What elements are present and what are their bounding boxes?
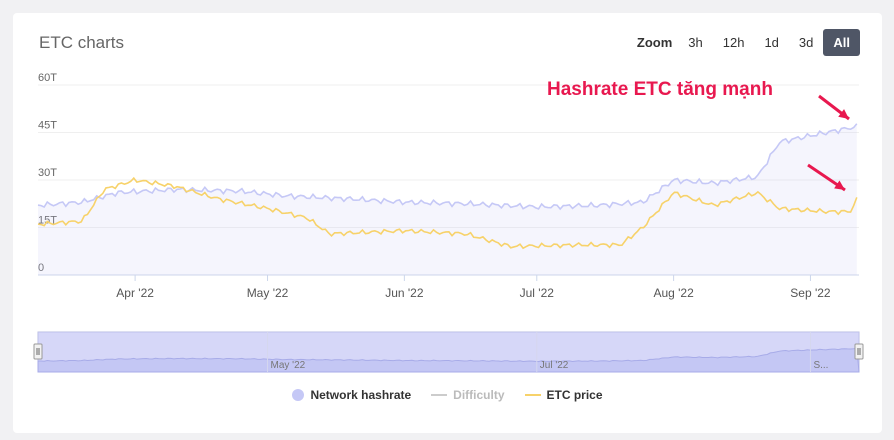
legend-hashrate-label: Network hashrate	[310, 388, 412, 402]
legend-etc-price[interactable]: ETC price	[524, 388, 603, 402]
navigator-series	[37, 347, 860, 373]
zoom-all-button[interactable]: All	[823, 29, 860, 56]
legend-network-hashrate[interactable]: Network hashrate	[292, 388, 411, 402]
zoom-3h-button[interactable]: 3h	[688, 35, 703, 50]
y-tick-label: 60T	[38, 72, 57, 84]
annotation-arrow-price-head	[834, 180, 845, 190]
legend-difficulty[interactable]: Difficulty	[431, 388, 505, 402]
zoom-1d-button[interactable]: 1d	[764, 35, 779, 50]
legend-price-label: ETC price	[546, 388, 603, 402]
navigator-handle-right[interactable]	[854, 343, 864, 360]
chart-title: ETC charts	[39, 33, 125, 52]
zoom-3d-button[interactable]: 3d	[798, 35, 814, 50]
x-tick-label: Aug '22	[653, 286, 694, 300]
zoom-12h-button[interactable]: 12h	[722, 35, 745, 50]
annotation-text: Hashrate ETC tăng mạnh	[547, 79, 773, 100]
chart-card: ETC charts Zoom 3h 12h 1d 3d All 0 15T 30T…	[13, 13, 882, 433]
y-tick-label: 30T	[38, 167, 57, 179]
legend-difficulty-line-icon	[431, 394, 448, 396]
y-tick-label: 45T	[38, 120, 57, 132]
legend: Network hashrate Difficulty ETC price	[13, 388, 882, 402]
annotation-arrow-hashrate-head	[838, 109, 849, 119]
zoom-label: Zoom	[636, 35, 673, 50]
x-tick-label: Jun '22	[385, 286, 424, 300]
hashrate-series-line	[37, 123, 858, 211]
x-tick-label: Jul '22	[520, 286, 555, 300]
navigator-label: Jul '22	[540, 360, 569, 371]
x-tick-label: Apr '22	[116, 286, 154, 300]
y-tick-label: 0	[38, 262, 44, 274]
legend-price-line-icon	[524, 394, 541, 396]
navigator-label: S...	[813, 360, 828, 371]
hashrate-area	[38, 123, 857, 275]
x-tick-label: May '22	[247, 286, 289, 300]
legend-hashrate-dot-icon	[292, 389, 305, 401]
navigator-label: May '22	[271, 360, 306, 371]
etc-price-series-line	[37, 176, 858, 250]
navigator-handle-left[interactable]	[33, 343, 43, 360]
x-tick-label: Sep '22	[790, 286, 831, 300]
legend-difficulty-label: Difficulty	[453, 388, 505, 402]
zoom-controls: Zoom 3h 12h 1d 3d All	[637, 29, 860, 56]
